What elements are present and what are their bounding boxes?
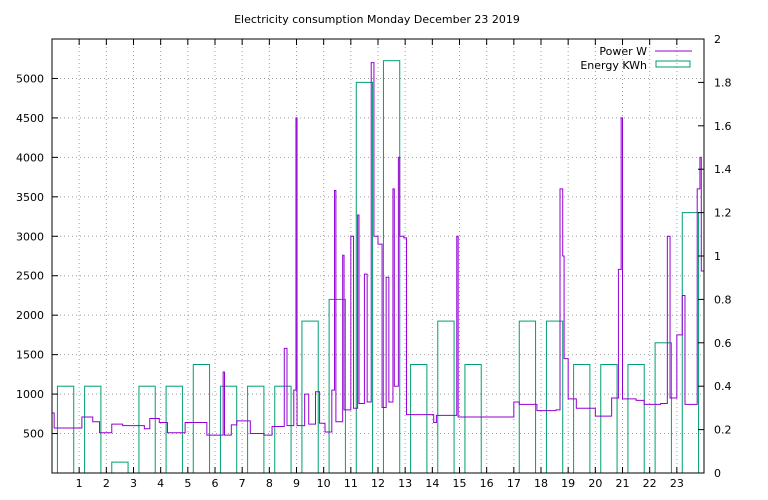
x-tick-label: 5	[184, 477, 191, 490]
y-left-tick-label: 3500	[16, 191, 44, 204]
energy-bar	[600, 364, 618, 474]
energy-bar	[84, 385, 102, 474]
y-right-tick-label: 2	[714, 33, 721, 46]
x-tick-label: 14	[425, 477, 439, 490]
energy-bar	[274, 385, 292, 474]
energy-bar	[165, 385, 183, 474]
x-tick-label: 2	[103, 477, 110, 490]
chart-title: Electricity consumption Monday December …	[234, 13, 520, 26]
y-right-tick-label: 1.6	[714, 120, 732, 133]
x-tick-label: 16	[480, 477, 494, 490]
y-right-tick-label: 0.8	[714, 293, 732, 306]
energy-bar	[382, 60, 401, 474]
y-left-tick-label: 500	[23, 428, 44, 441]
x-tick-label: 9	[293, 477, 300, 490]
legend-swatch-energy	[655, 60, 691, 68]
y-right-tick-label: 0.4	[714, 380, 732, 393]
energy-bar	[573, 364, 591, 474]
energy-bar	[138, 385, 156, 474]
power-line	[52, 62, 705, 436]
y-right-tick-label: 0	[714, 467, 721, 480]
energy-bar	[56, 385, 75, 474]
y-right-tick-label: 1	[714, 250, 721, 263]
y-right-tick-label: 1.2	[714, 207, 732, 220]
x-tick-label: 21	[616, 477, 630, 490]
x-tick-label: 6	[212, 477, 219, 490]
y-left-tick-label: 1000	[16, 388, 44, 401]
energy-bar	[518, 320, 537, 474]
y-right-tick-label: 0.2	[714, 424, 732, 437]
legend-label-energy: Energy KWh	[580, 59, 647, 72]
energy-bar	[410, 364, 428, 474]
energy-bar	[437, 320, 455, 474]
y-left-tick-label: 4500	[16, 112, 44, 125]
axes-layer: 1 2 3 4 5 6 7 8 9 10 11 12 13 14 15 16 17 18 19 20 21 22 23500…	[16, 33, 732, 490]
y-right-tick-label: 1.8	[714, 76, 732, 89]
x-tick-label: 12	[371, 477, 385, 490]
energy-bar	[464, 364, 482, 474]
y-left-tick-label: 1500	[16, 349, 44, 362]
x-tick-label: 22	[643, 477, 657, 490]
x-tick-label: 13	[398, 477, 412, 490]
x-tick-label: 17	[507, 477, 521, 490]
x-tick-label: 7	[239, 477, 246, 490]
grid-layer	[52, 39, 704, 473]
y-right-tick-label: 0.6	[714, 337, 732, 350]
energy-bar	[111, 461, 129, 474]
y-right-tick-label: 1.4	[714, 163, 732, 176]
x-tick-label: 19	[561, 477, 575, 490]
energy-bar	[192, 364, 211, 474]
x-tick-label: 3	[130, 477, 137, 490]
x-tick-label: 18	[534, 477, 548, 490]
power-line-layer	[52, 62, 705, 436]
y-left-tick-label: 2000	[16, 309, 44, 322]
legend: Power W Energy KWh	[580, 45, 692, 72]
x-tick-label: 11	[344, 477, 358, 490]
x-tick-label: 23	[670, 477, 684, 490]
x-tick-label: 4	[157, 477, 164, 490]
energy-bar	[654, 342, 672, 474]
x-tick-label: 1	[76, 477, 83, 490]
x-tick-label: 20	[588, 477, 602, 490]
energy-bar	[627, 364, 645, 474]
legend-label-power: Power W	[599, 45, 647, 58]
y-left-tick-label: 5000	[16, 72, 44, 85]
y-left-tick-label: 3000	[16, 230, 44, 243]
x-tick-label: 8	[266, 477, 273, 490]
x-tick-label: 10	[317, 477, 331, 490]
x-tick-label: 15	[453, 477, 467, 490]
y-left-tick-label: 4000	[16, 151, 44, 164]
energy-bars-layer	[56, 60, 700, 474]
y-left-tick-label: 2500	[16, 270, 44, 283]
